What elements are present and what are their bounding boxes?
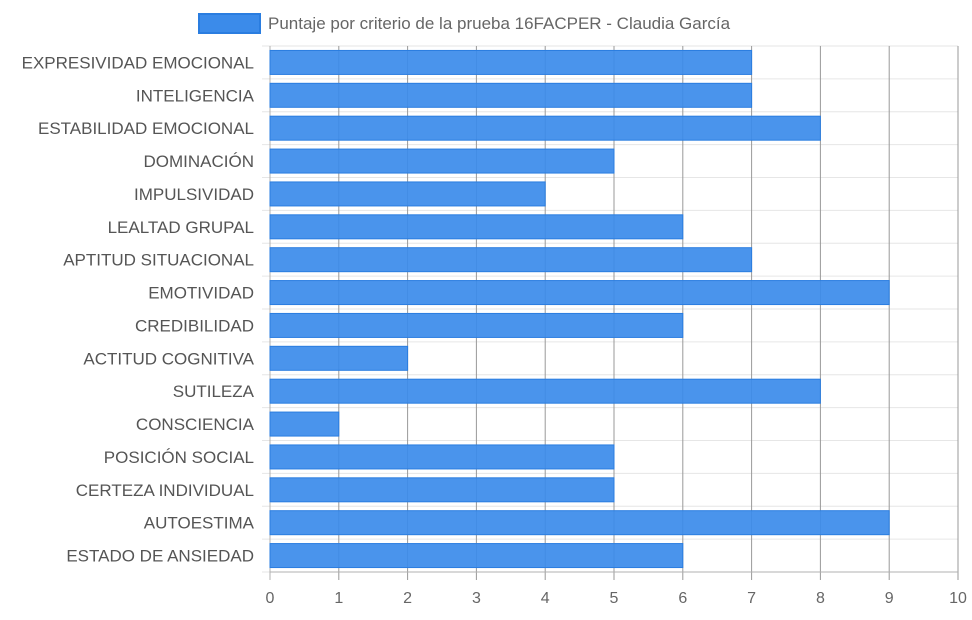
bars-layer	[269, 49, 890, 569]
category-label: DOMINACIÓN	[144, 152, 255, 171]
bar[interactable]	[269, 49, 753, 75]
legend[interactable]: Puntaje por criterio de la prueba 16FACP…	[198, 13, 731, 34]
bar[interactable]	[269, 280, 890, 306]
bar[interactable]	[269, 115, 821, 141]
bar[interactable]	[269, 82, 753, 108]
x-tick-label: 1	[334, 590, 343, 607]
category-label: ESTABILIDAD EMOCIONAL	[38, 119, 254, 138]
category-label: ACTITUD COGNITIVA	[83, 349, 254, 368]
x-tick-label: 4	[541, 590, 550, 607]
x-tick-label: 6	[678, 590, 687, 607]
x-tick-label: 2	[403, 590, 412, 607]
category-label: APTITUD SITUACIONAL	[63, 251, 254, 270]
bar[interactable]	[269, 148, 615, 174]
bar[interactable]	[269, 510, 890, 536]
x-tick-label: 5	[610, 590, 619, 607]
category-label: CERTEZA INDIVIDUAL	[76, 481, 254, 500]
category-label: AUTOESTIMA	[144, 514, 255, 533]
category-label: INTELIGENCIA	[136, 86, 255, 105]
bar[interactable]	[269, 411, 340, 437]
bar[interactable]	[269, 312, 684, 338]
bar[interactable]	[269, 543, 684, 569]
bar[interactable]	[269, 345, 409, 371]
bar[interactable]	[269, 214, 684, 240]
category-label: EXPRESIVIDAD EMOCIONAL	[22, 53, 254, 72]
category-label: IMPULSIVIDAD	[134, 185, 254, 204]
bar[interactable]	[269, 181, 546, 207]
bar[interactable]	[269, 247, 753, 273]
legend-swatch[interactable]	[198, 13, 261, 34]
category-label: SUTILEZA	[173, 382, 255, 401]
bar[interactable]	[269, 477, 615, 503]
axis-layer: 0 1 2 3 4 5 6 7 8 9 10 EXPRESIVIDAD EMOCIONAL INTELI…	[22, 53, 967, 607]
x-tick-label: 9	[885, 590, 894, 607]
x-tick-label: 7	[747, 590, 756, 607]
x-tick-label: 10	[949, 590, 967, 607]
category-label: POSICIÓN SOCIAL	[104, 448, 254, 467]
bar[interactable]	[269, 378, 821, 404]
category-label: EMOTIVIDAD	[148, 284, 254, 303]
category-label: CREDIBILIDAD	[135, 316, 254, 335]
bar[interactable]	[269, 444, 615, 470]
legend-label[interactable]: Puntaje por criterio de la prueba 16FACP…	[268, 14, 731, 33]
category-label: ESTADO DE ANSIEDAD	[66, 547, 254, 566]
x-tick-label: 0	[266, 590, 275, 607]
category-label: CONSCIENCIA	[136, 415, 255, 434]
x-tick-label: 8	[816, 590, 825, 607]
x-tick-label: 3	[472, 590, 481, 607]
category-label: LEALTAD GRUPAL	[108, 218, 254, 237]
